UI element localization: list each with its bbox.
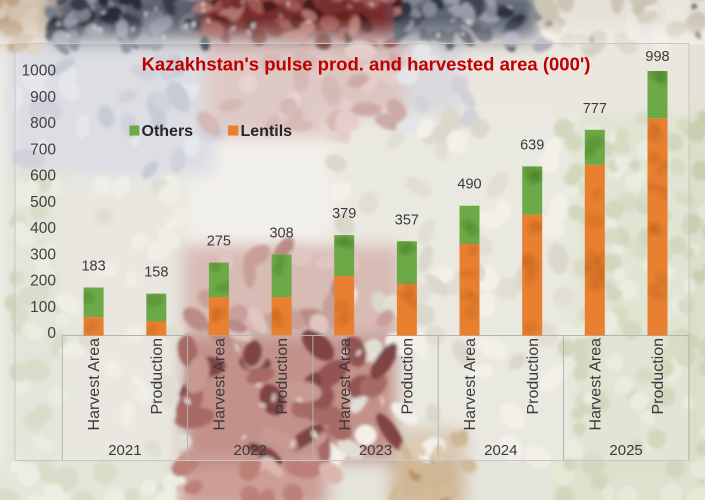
svg-text:2022: 2022 bbox=[234, 442, 267, 459]
svg-text:Harvest Area: Harvest Area bbox=[86, 338, 103, 431]
svg-text:Others: Others bbox=[142, 123, 194, 140]
svg-text:308: 308 bbox=[269, 226, 293, 242]
svg-text:2025: 2025 bbox=[609, 442, 642, 459]
svg-text:379: 379 bbox=[332, 206, 356, 222]
svg-text:500: 500 bbox=[30, 194, 56, 211]
svg-text:183: 183 bbox=[81, 259, 105, 275]
svg-text:275: 275 bbox=[207, 234, 231, 250]
svg-text:Harvest Area: Harvest Area bbox=[212, 338, 229, 431]
svg-text:998: 998 bbox=[645, 49, 669, 65]
svg-text:Production: Production bbox=[525, 338, 542, 415]
svg-text:400: 400 bbox=[30, 220, 56, 237]
svg-text:Kazakhstan's pulse prod. and h: Kazakhstan's pulse prod. and harvested a… bbox=[142, 54, 591, 75]
svg-text:2023: 2023 bbox=[359, 442, 392, 459]
svg-text:Production: Production bbox=[400, 338, 417, 415]
svg-text:777: 777 bbox=[583, 101, 607, 117]
svg-text:800: 800 bbox=[30, 115, 56, 132]
svg-text:Production: Production bbox=[650, 338, 667, 415]
svg-text:Harvest Area: Harvest Area bbox=[462, 338, 479, 431]
svg-text:2024: 2024 bbox=[484, 442, 517, 459]
svg-text:357: 357 bbox=[395, 212, 419, 228]
svg-text:Harvest Area: Harvest Area bbox=[337, 338, 354, 431]
svg-text:0: 0 bbox=[47, 325, 56, 342]
svg-text:158: 158 bbox=[144, 265, 168, 281]
svg-text:300: 300 bbox=[30, 246, 56, 263]
svg-text:Production: Production bbox=[149, 338, 166, 415]
svg-text:900: 900 bbox=[30, 89, 56, 106]
svg-text:100: 100 bbox=[30, 299, 56, 316]
svg-text:700: 700 bbox=[30, 141, 56, 158]
svg-text:200: 200 bbox=[30, 273, 56, 290]
svg-text:Harvest Area: Harvest Area bbox=[587, 338, 604, 431]
svg-text:2021: 2021 bbox=[108, 442, 141, 459]
svg-text:490: 490 bbox=[457, 177, 481, 193]
svg-text:Lentils: Lentils bbox=[241, 123, 293, 140]
svg-text:1000: 1000 bbox=[22, 63, 57, 80]
svg-text:639: 639 bbox=[520, 137, 544, 153]
svg-text:Production: Production bbox=[274, 338, 291, 415]
svg-text:600: 600 bbox=[30, 168, 56, 185]
